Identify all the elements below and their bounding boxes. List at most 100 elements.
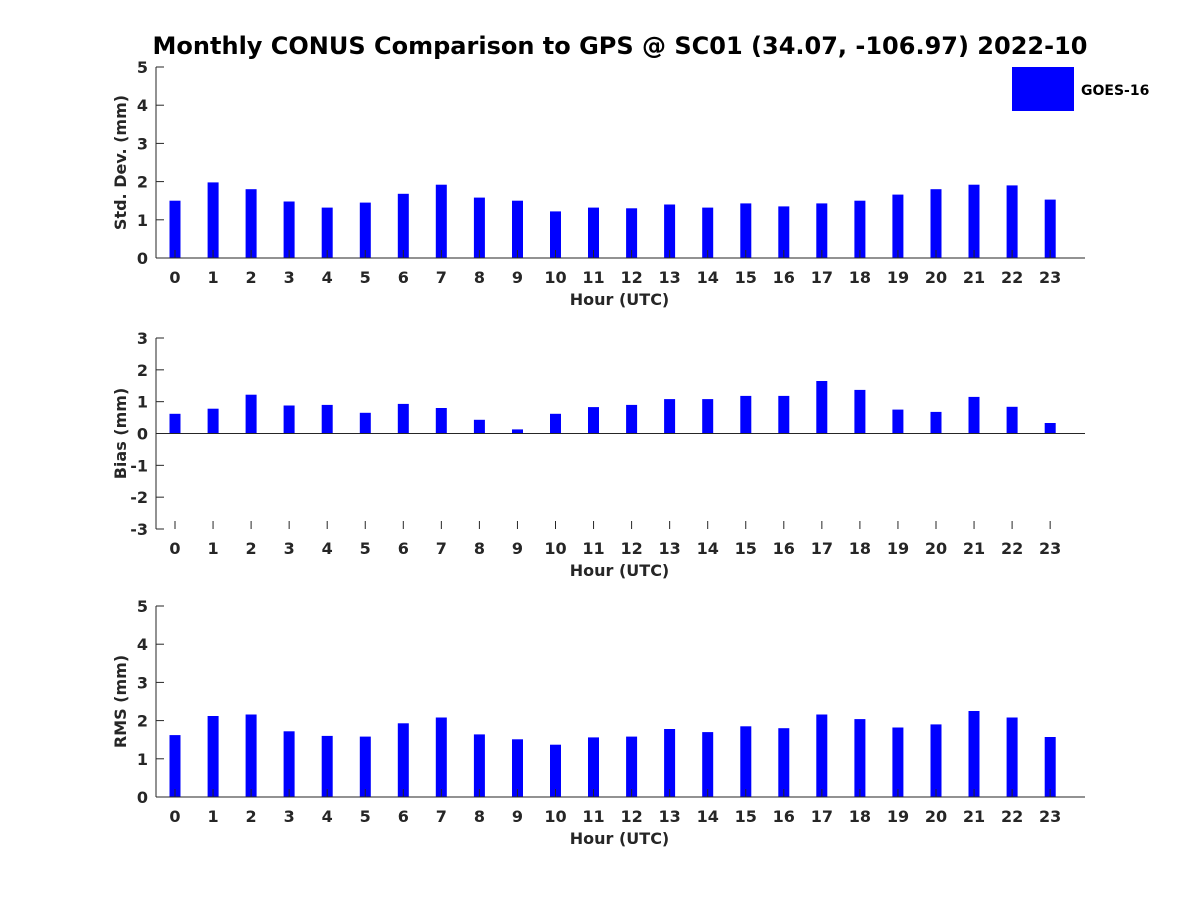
x-tick-label-std: 16 xyxy=(773,268,795,287)
x-tick-label-std: 9 xyxy=(512,268,523,287)
bar-bias-hour-14 xyxy=(702,399,714,434)
x-tick-label-std: 20 xyxy=(925,268,947,287)
bar-std-hour-15 xyxy=(740,203,752,258)
bar-std-hour-18 xyxy=(854,200,866,258)
x-axis-label-bias: Hour (UTC) xyxy=(570,561,670,580)
x-tick-label-bias: 17 xyxy=(811,539,833,558)
bar-std-hour-14 xyxy=(702,207,714,258)
bar-rms-hour-8 xyxy=(473,734,485,797)
x-tick-label-rms: 17 xyxy=(811,807,833,826)
y-axis-label-std: Std. Dev. (mm) xyxy=(111,95,130,230)
bar-bias-hour-23 xyxy=(1044,423,1056,434)
x-tick-label-bias: 5 xyxy=(360,539,371,558)
bar-rms-hour-19 xyxy=(892,727,904,797)
bar-bias-hour-18 xyxy=(854,389,866,434)
bar-bias-hour-11 xyxy=(588,407,599,434)
x-tick-label-std: 2 xyxy=(246,268,257,287)
bar-bias-hour-7 xyxy=(435,408,447,434)
x-tick-label-rms: 5 xyxy=(360,807,371,826)
bar-std-hour-8 xyxy=(473,197,485,258)
x-tick-label-bias: 11 xyxy=(582,539,604,558)
x-tick-label-rms: 11 xyxy=(582,807,604,826)
x-tick-label-rms: 4 xyxy=(322,807,333,826)
x-tick-label-bias: 7 xyxy=(436,539,447,558)
y-tick-label-std: 0 xyxy=(137,249,148,268)
bar-bias-hour-3 xyxy=(283,405,295,434)
x-tick-label-rms: 6 xyxy=(398,807,409,826)
x-tick-label-rms: 18 xyxy=(849,807,871,826)
x-tick-label-std: 1 xyxy=(207,268,218,287)
x-tick-label-std: 23 xyxy=(1039,268,1061,287)
legend-swatch xyxy=(1012,67,1074,111)
bar-bias-hour-15 xyxy=(740,395,752,434)
x-tick-label-std: 11 xyxy=(582,268,604,287)
bar-rms-hour-6 xyxy=(397,723,409,797)
y-tick-label-bias: 2 xyxy=(137,361,148,380)
chart-title: Monthly CONUS Comparison to GPS @ SC01 (… xyxy=(153,32,1088,60)
bar-std-hour-19 xyxy=(892,194,904,258)
bar-rms-hour-11 xyxy=(588,737,599,797)
x-tick-label-bias: 14 xyxy=(697,539,719,558)
x-tick-label-bias: 10 xyxy=(544,539,566,558)
x-tick-label-std: 12 xyxy=(620,268,642,287)
bar-std-hour-1 xyxy=(207,182,219,258)
x-tick-label-bias: 4 xyxy=(322,539,333,558)
y-tick-label-std: 2 xyxy=(137,173,148,192)
bar-bias-hour-2 xyxy=(245,394,257,434)
bar-bias-hour-9 xyxy=(512,429,523,434)
x-tick-label-std: 10 xyxy=(544,268,566,287)
x-tick-label-rms: 7 xyxy=(436,807,447,826)
x-tick-label-rms: 20 xyxy=(925,807,947,826)
y-tick-label-bias: 1 xyxy=(137,393,148,412)
bar-std-hour-17 xyxy=(816,203,828,258)
bar-std-hour-7 xyxy=(435,184,447,258)
bar-rms-hour-7 xyxy=(435,717,447,797)
x-tick-label-bias: 16 xyxy=(773,539,795,558)
bar-std-hour-22 xyxy=(1006,185,1018,258)
x-tick-label-std: 22 xyxy=(1001,268,1023,287)
x-tick-label-bias: 18 xyxy=(849,539,871,558)
bar-std-hour-0 xyxy=(169,200,181,258)
x-axis-label-std: Hour (UTC) xyxy=(570,290,670,309)
x-tick-label-std: 14 xyxy=(697,268,719,287)
x-tick-label-std: 7 xyxy=(436,268,447,287)
y-tick-label-rms: 2 xyxy=(137,712,148,731)
x-tick-label-rms: 21 xyxy=(963,807,985,826)
x-tick-label-rms: 0 xyxy=(169,807,180,826)
x-tick-label-std: 21 xyxy=(963,268,985,287)
bar-std-hour-11 xyxy=(588,207,599,258)
x-tick-label-bias: 21 xyxy=(963,539,985,558)
x-tick-label-bias: 22 xyxy=(1001,539,1023,558)
y-tick-label-rms: 5 xyxy=(137,597,148,616)
x-tick-label-std: 0 xyxy=(169,268,180,287)
bar-bias-hour-17 xyxy=(816,381,828,434)
bar-rms-hour-3 xyxy=(283,731,295,797)
bar-rms-hour-12 xyxy=(626,736,638,797)
bar-std-hour-12 xyxy=(626,208,638,258)
x-tick-label-rms: 10 xyxy=(544,807,566,826)
x-tick-label-bias: 8 xyxy=(474,539,485,558)
y-tick-label-rms: 1 xyxy=(137,750,148,769)
legend-label: GOES-16 xyxy=(1081,83,1149,99)
x-tick-label-rms: 22 xyxy=(1001,807,1023,826)
bar-std-hour-9 xyxy=(512,200,523,258)
bar-bias-hour-5 xyxy=(359,412,371,434)
x-tick-label-std: 6 xyxy=(398,268,409,287)
bar-bias-hour-22 xyxy=(1006,406,1018,434)
bar-std-hour-5 xyxy=(359,202,371,258)
x-tick-label-rms: 19 xyxy=(887,807,909,826)
x-tick-label-bias: 20 xyxy=(925,539,947,558)
y-tick-label-bias: 0 xyxy=(137,425,148,444)
y-tick-label-bias: 3 xyxy=(137,329,148,348)
x-tick-label-bias: 19 xyxy=(887,539,909,558)
bar-rms-hour-5 xyxy=(359,736,371,797)
y-tick-label-rms: 0 xyxy=(137,788,148,807)
x-tick-label-rms: 13 xyxy=(659,807,681,826)
bar-std-hour-21 xyxy=(968,184,980,258)
y-axis-label-bias: Bias (mm) xyxy=(111,388,130,480)
x-tick-label-bias: 0 xyxy=(169,539,180,558)
y-tick-label-bias: -1 xyxy=(130,456,148,475)
